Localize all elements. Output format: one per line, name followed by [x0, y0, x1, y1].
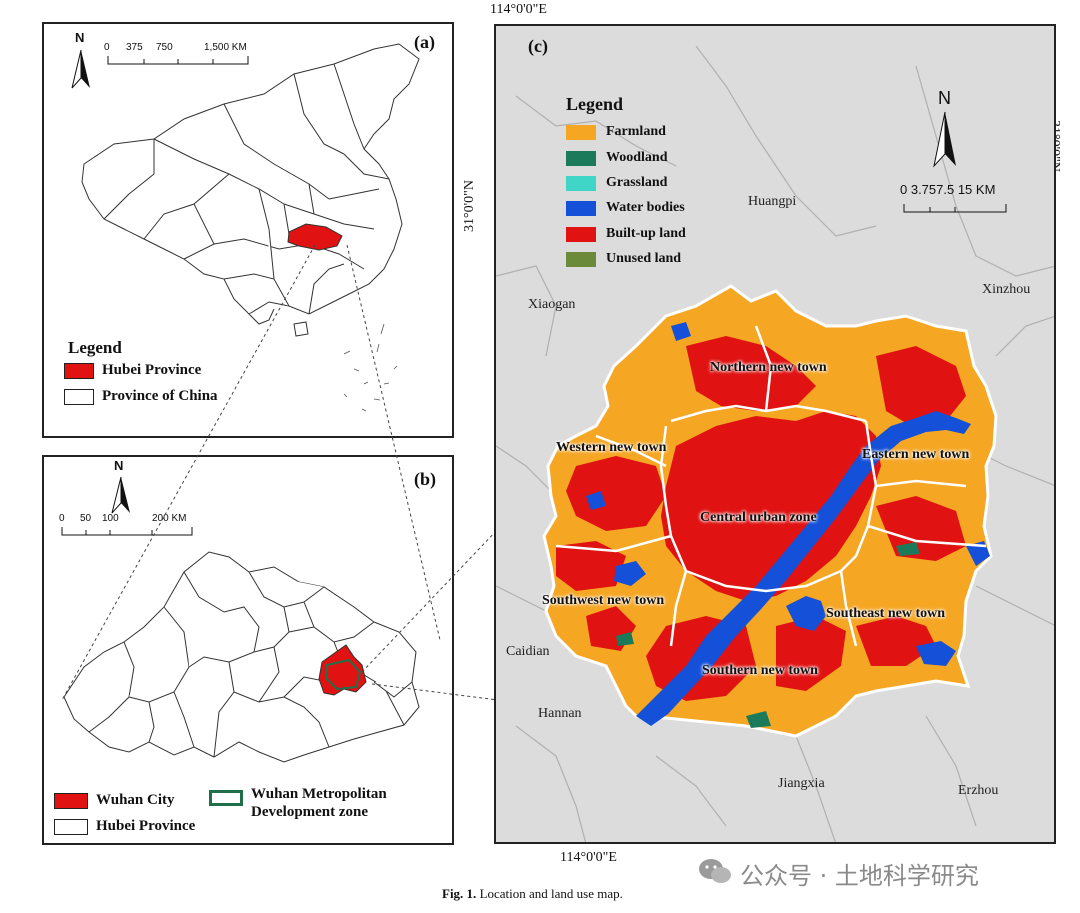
panel-a-legend-title: Legend	[68, 338, 122, 357]
place-xiaogan: Xiaogan	[528, 297, 576, 312]
caption-text: Location and land use map.	[479, 886, 623, 901]
legend-item-hubei: Hubei Province	[64, 362, 201, 379]
legend-swatch	[64, 388, 94, 405]
legend-swatch	[566, 150, 596, 166]
panel-c-scale-bar	[903, 204, 1007, 213]
panel-b-scale-tick: 100	[102, 513, 119, 524]
legend-label: Built-up land	[606, 226, 686, 241]
place-erzhou: Erzhou	[958, 783, 999, 798]
panel-a-scale-tick: 0	[104, 42, 110, 53]
north-arrow-icon	[71, 49, 90, 89]
legend-swatch	[566, 226, 596, 242]
legend-swatch	[209, 790, 243, 806]
legend-item-water-bodies: Water bodies	[566, 200, 685, 216]
legend-label: Wuhan City	[96, 792, 175, 808]
legend-item-built-up: Built-up land	[566, 226, 686, 242]
wuhan-landuse-map	[496, 45, 1054, 842]
legend-item-wuhan: Wuhan City	[54, 792, 175, 809]
legend-item-province: Province of China	[64, 388, 218, 405]
legend-label: Hubei Province	[102, 362, 202, 378]
legend-swatch	[64, 362, 94, 379]
legend-swatch	[566, 175, 596, 191]
panel-b-scale-tick: 50	[80, 513, 92, 524]
coord-bottom: 114°0'0"E	[560, 850, 617, 865]
panel-b-scale-tick: 200 KM	[152, 513, 187, 524]
watermark-text: 公众号 · 土地科学研究	[740, 862, 979, 890]
panel-a-label: (a)	[414, 32, 435, 52]
zone-western-new-town: Western new town	[556, 440, 667, 455]
legend-swatch	[54, 818, 88, 835]
panel-a-scale-tick: 1,500 KM	[204, 42, 247, 53]
north-arrow-icon	[933, 111, 956, 168]
wechat-logo-icon	[699, 859, 731, 883]
zone-eastern-new-town: Eastern new town	[862, 447, 970, 462]
legend-label-line: Development zone	[251, 804, 369, 820]
panel-a-scale-tick: 375	[126, 42, 143, 53]
legend-item-metropolitan-zone: Wuhan Metropolitan Development zone	[209, 785, 387, 821]
zone-southern-new-town: Southern new town	[702, 663, 818, 678]
panel-a-scale-bar	[107, 56, 249, 65]
legend-label: Hubei Province	[96, 818, 196, 834]
place-xinzhou: Xinzhou	[982, 282, 1031, 297]
legend-label: Unused land	[606, 251, 682, 266]
metropolitan-zone-outline	[326, 658, 362, 691]
panel-b-north-label: N	[114, 458, 124, 473]
caption-label: Fig. 1.	[442, 886, 477, 901]
figure-caption: Fig. 1. Location and land use map.	[442, 886, 623, 902]
hubei-highlight	[287, 223, 343, 251]
panel-a-scale-tick: 750	[156, 42, 173, 53]
panel-a-china-map: (a) N 0 375 750 1,500 KM Legend Hubei Pr…	[42, 22, 454, 438]
zone-southwest-new-town: Southwest new town	[542, 593, 665, 608]
legend-swatch	[566, 251, 596, 267]
place-huangpi: Huangpi	[748, 194, 797, 209]
legend-label: Grassland	[606, 175, 668, 190]
legend-label: Wuhan Metropolitan Development zone	[251, 785, 387, 821]
legend-label: Water bodies	[606, 200, 685, 215]
legend-item-woodland: Woodland	[566, 150, 667, 166]
place-caidian: Caidian	[506, 644, 550, 659]
panel-b-scale-tick: 0	[59, 513, 65, 524]
coord-left: 31°0'0"N	[462, 180, 477, 232]
panel-c-label: (c)	[528, 36, 548, 56]
zone-northern-new-town: Northern new town	[710, 360, 827, 375]
panel-a-north-label: N	[75, 30, 85, 45]
zone-central-urban: Central urban zone	[700, 510, 817, 525]
coord-top: 114°0'0"E	[490, 2, 547, 17]
place-jiangxia: Jiangxia	[778, 776, 825, 791]
panel-c-north-label: N	[938, 88, 951, 108]
legend-item-hubei-province: Hubei Province	[54, 818, 195, 835]
legend-swatch	[566, 124, 596, 140]
legend-item-unused: Unused land	[566, 251, 681, 267]
place-hannan: Hannan	[538, 706, 582, 721]
legend-item-farmland: Farmland	[566, 124, 666, 140]
legend-swatch	[566, 200, 596, 216]
legend-label: Farmland	[606, 124, 666, 139]
panel-b-label: (b)	[414, 469, 436, 489]
legend-label: Province of China	[102, 388, 218, 404]
panel-c-landuse-map: (c) Legend Farmland Woodland Grassland W…	[494, 24, 1056, 844]
legend-label-line: Wuhan Metropolitan	[251, 786, 387, 802]
panel-b-scale-bar	[61, 527, 193, 536]
panel-c-legend-title: Legend	[566, 94, 624, 114]
legend-item-grassland: Grassland	[566, 175, 667, 191]
legend-label: Woodland	[606, 150, 668, 165]
panel-c-scale-text: 0 3.757.5 15 KM	[900, 182, 996, 197]
panel-b-hubei-map: (b) N 0 50 100 200 KM Wuhan City Hubei P…	[42, 455, 454, 845]
zone-southeast-new-town: Southeast new town	[826, 606, 946, 621]
legend-swatch	[54, 792, 88, 809]
